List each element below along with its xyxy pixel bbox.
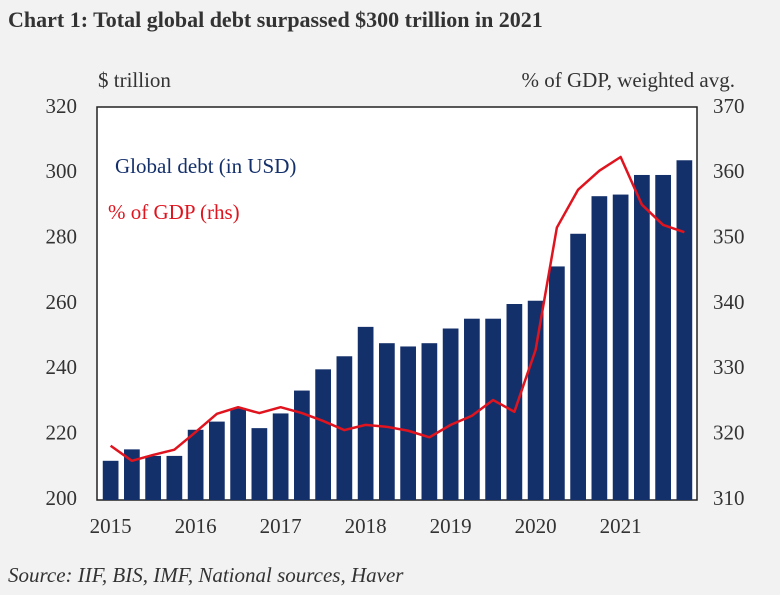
bar [400,346,416,500]
bar [549,266,565,500]
bar [272,413,289,500]
bar [527,300,544,500]
line [109,155,685,463]
source: Source: IIF, BIS, IMF, National sources,… [8,563,404,587]
y-tick-label: 240 [46,355,78,379]
bar [145,455,161,500]
y2-axis-label: % of GDP, weighted avg. [522,68,735,92]
bar [251,428,268,500]
bar [506,304,523,500]
bar [336,356,353,500]
y-tick-label: 320 [46,94,78,118]
y2-tick-label: 370 [713,94,745,118]
bar [570,233,586,500]
y-axis-label: $ trillion [98,68,171,92]
bar [357,326,374,500]
legend-entry: Global debt (in USD) [115,154,296,178]
x-tick-label: 2020 [515,514,557,538]
bar [442,328,459,500]
x-tick-label: 2016 [175,514,217,538]
y2-tick-label: 310 [713,486,745,510]
bar [634,174,650,500]
bar [315,369,331,500]
bar [379,343,395,500]
y-tick-label: 280 [46,224,78,248]
bar [421,343,438,500]
bar [655,174,671,500]
x-tick-label: 2017 [260,514,302,538]
y-tick-label: 220 [46,420,78,444]
y2-tick-label: 330 [713,355,745,379]
chart-title: Chart 1: Total global debt surpassed $30… [8,7,543,32]
bar [294,390,310,500]
y-tick-label: 300 [46,159,78,183]
bar [124,449,140,500]
bar [676,160,693,500]
bar [464,318,480,500]
y2-tick-label: 360 [713,159,745,183]
bar [485,318,501,500]
bar [612,194,629,501]
y-tick-label: 260 [46,290,78,314]
x-tick-label: 2015 [90,514,132,538]
bar [166,455,183,500]
x-tick-label: 2018 [345,514,387,538]
y2-tick-label: 340 [713,290,745,314]
y2-tick-label: 350 [713,224,745,248]
x-tick-label: 2021 [600,514,642,538]
y-tick-label: 200 [46,486,78,510]
bar [187,429,204,500]
bar [230,408,246,500]
bar [209,421,225,500]
x-tick-label: 2019 [430,514,472,538]
y2-tick-label: 320 [713,420,745,444]
legend-entry: % of GDP (rhs) [108,200,240,224]
bar [102,460,119,500]
bar [591,196,608,500]
